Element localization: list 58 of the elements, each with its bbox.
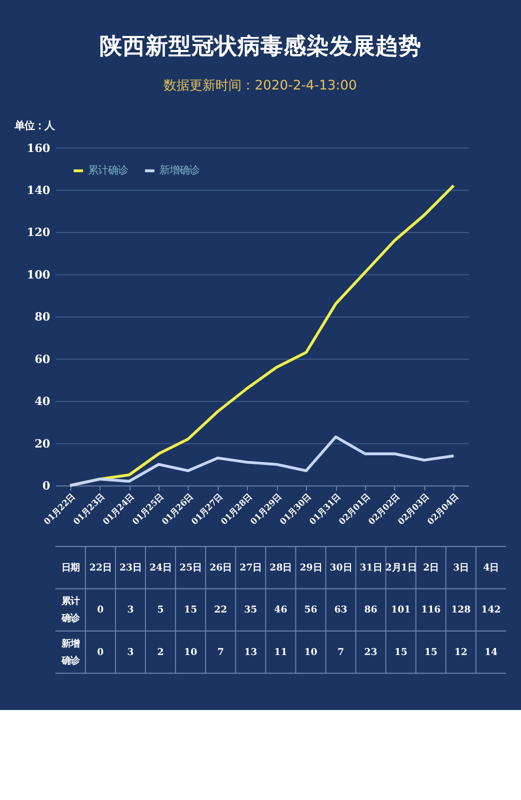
data-label: 15 <box>424 646 438 658</box>
x-tick-label: 31日 <box>360 562 382 574</box>
x-tick-label: 29日 <box>300 562 322 574</box>
data-label: 5 <box>157 604 164 616</box>
data-label: 86 <box>364 604 378 616</box>
data-label: 101 <box>391 604 411 616</box>
data-label: 3 <box>127 604 134 616</box>
x-tick-label: 30日 <box>330 562 352 574</box>
y-tick-label: 100 <box>26 267 50 282</box>
data-label: 7 <box>217 646 224 658</box>
x-tick-label: 4日 <box>483 562 499 574</box>
data-label: 116 <box>421 604 442 616</box>
line-series <box>68 435 456 487</box>
data-label: 128 <box>451 604 472 616</box>
y-tick-label: 40 <box>34 394 50 408</box>
y-tick-label: 120 <box>26 225 50 240</box>
data-label: 13 <box>244 646 258 658</box>
data-label: 142 <box>481 604 501 616</box>
x-axis-title: 日期 <box>61 562 80 574</box>
data-label: 10 <box>304 646 318 658</box>
data-label: 35 <box>244 604 258 616</box>
data-label: 0 <box>97 646 104 658</box>
x-tick-label: 27日 <box>240 562 262 574</box>
x-tick-label: 23日 <box>119 562 142 574</box>
legend-label: 新增确诊 <box>160 164 200 177</box>
data-label: 3 <box>127 646 134 658</box>
x-tick-label: 3日 <box>453 562 469 574</box>
data-label: 46 <box>274 604 288 616</box>
chart-title: 陕西新型冠状病毒感染发展趋势 <box>99 32 422 60</box>
legend-label: 累计确诊 <box>88 164 128 177</box>
y-tick-label: 80 <box>34 310 50 324</box>
x-tick-label: 26日 <box>210 562 232 574</box>
data-label: 2 <box>157 646 164 658</box>
y-tick-label: 60 <box>34 352 50 366</box>
data-label: 63 <box>334 604 348 616</box>
data-label: 15 <box>184 604 198 616</box>
y-tick-label: 140 <box>26 183 50 198</box>
x-tick-label: 22日 <box>89 562 112 574</box>
data-label: 15 <box>394 646 408 658</box>
y-tick-label: 0 <box>42 478 50 493</box>
data-label: 23 <box>364 646 378 658</box>
y-axis-title: 单位：人 <box>14 120 56 132</box>
data-label: 11 <box>274 646 288 658</box>
data-label: 22 <box>214 604 228 616</box>
y-tick-label: 160 <box>26 140 50 155</box>
x-tick-label: 2日 <box>423 562 439 574</box>
x-tick-label: 25日 <box>180 562 202 574</box>
data-label: 14 <box>484 646 498 658</box>
data-label: 7 <box>337 646 344 658</box>
chart-subtitle: 数据更新时间：2020-2-4-13:00 <box>164 78 357 94</box>
y-tick-label: 20 <box>34 436 50 450</box>
data-label: 0 <box>97 604 104 616</box>
x-tick-label: 2月1日 <box>385 562 416 574</box>
data-label: 10 <box>184 646 198 658</box>
x-tick-label: 28日 <box>270 562 292 574</box>
x-tick-label: 24日 <box>150 562 172 574</box>
data-label: 12 <box>454 646 468 658</box>
data-label: 56 <box>304 604 318 616</box>
